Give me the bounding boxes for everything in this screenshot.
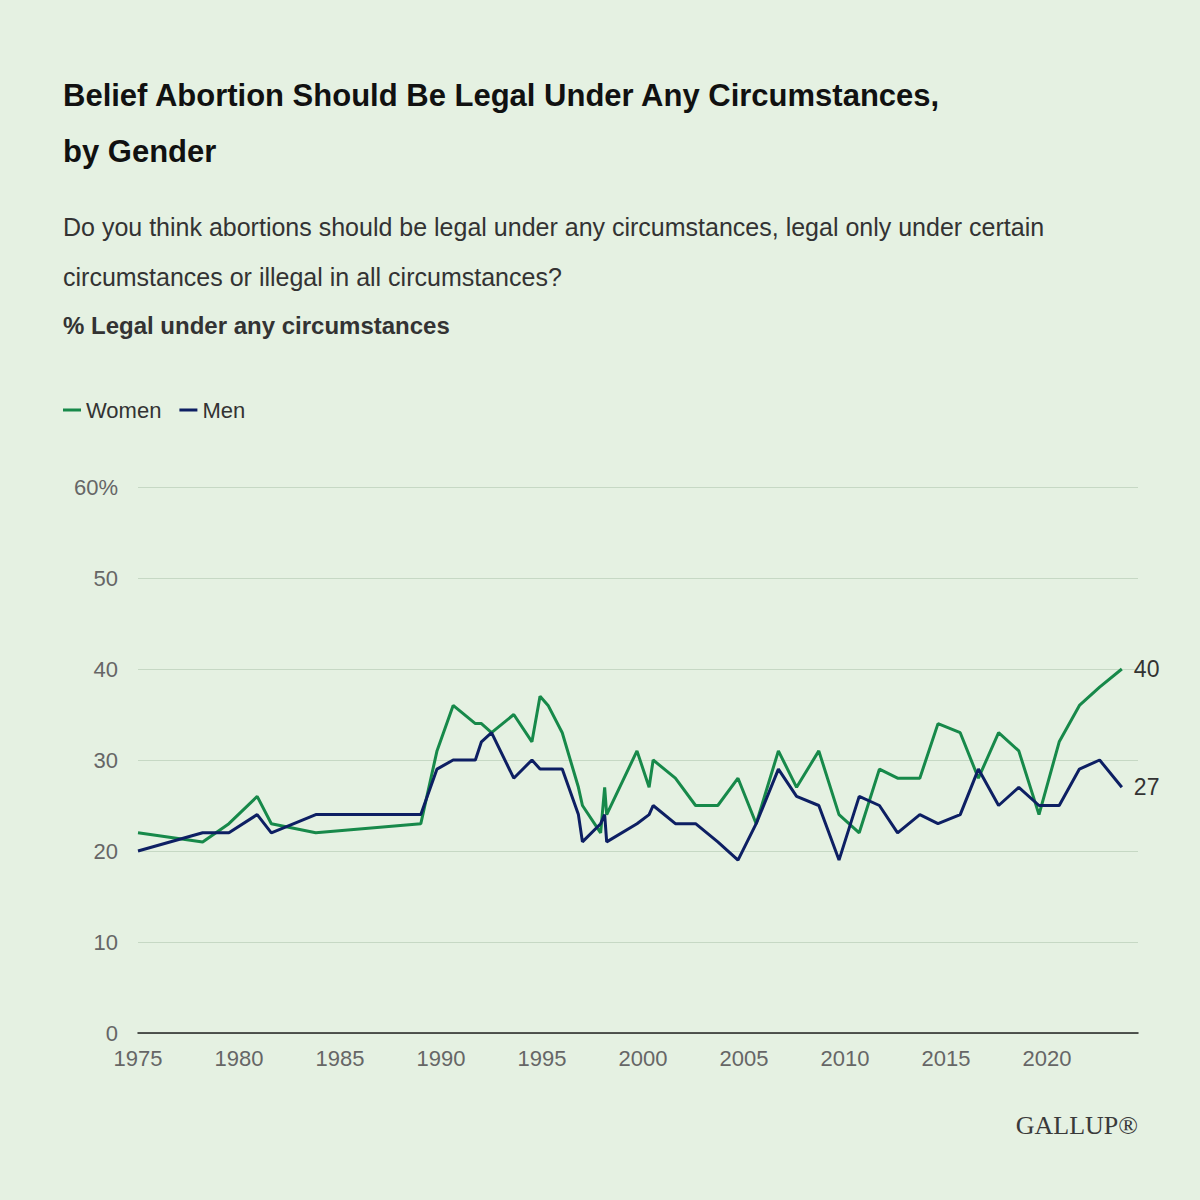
svg-text:GALLUP®: GALLUP®	[1016, 1111, 1138, 1140]
svg-text:0: 0	[106, 1021, 118, 1046]
svg-text:1975: 1975	[114, 1046, 163, 1071]
svg-text:10: 10	[94, 930, 118, 955]
svg-text:1995: 1995	[518, 1046, 567, 1071]
svg-text:2010: 2010	[821, 1046, 870, 1071]
svg-text:1980: 1980	[215, 1046, 264, 1071]
svg-text:2020: 2020	[1023, 1046, 1072, 1071]
svg-text:30: 30	[94, 748, 118, 773]
svg-text:Men: Men	[202, 398, 245, 423]
svg-text:% Legal under any circumstance: % Legal under any circumstances	[63, 312, 450, 339]
svg-text:by Gender: by Gender	[63, 134, 216, 169]
svg-text:40: 40	[1134, 656, 1160, 682]
svg-text:1985: 1985	[316, 1046, 365, 1071]
svg-text:40: 40	[94, 657, 118, 682]
svg-text:20: 20	[94, 839, 118, 864]
svg-text:2000: 2000	[619, 1046, 668, 1071]
svg-text:27: 27	[1134, 774, 1160, 800]
svg-text:50: 50	[94, 566, 118, 591]
svg-text:2005: 2005	[720, 1046, 769, 1071]
svg-text:Do you think abortions should: Do you think abortions should be legal u…	[63, 213, 1051, 241]
svg-text:Belief Abortion Should Be Lega: Belief Abortion Should Be Legal Under An…	[63, 78, 939, 113]
svg-text:1990: 1990	[417, 1046, 466, 1071]
svg-text:circumstances or illegal in al: circumstances or illegal in all circumst…	[63, 263, 562, 291]
svg-text:2015: 2015	[922, 1046, 971, 1071]
svg-text:60%: 60%	[74, 475, 118, 500]
svg-text:Women: Women	[86, 398, 161, 423]
